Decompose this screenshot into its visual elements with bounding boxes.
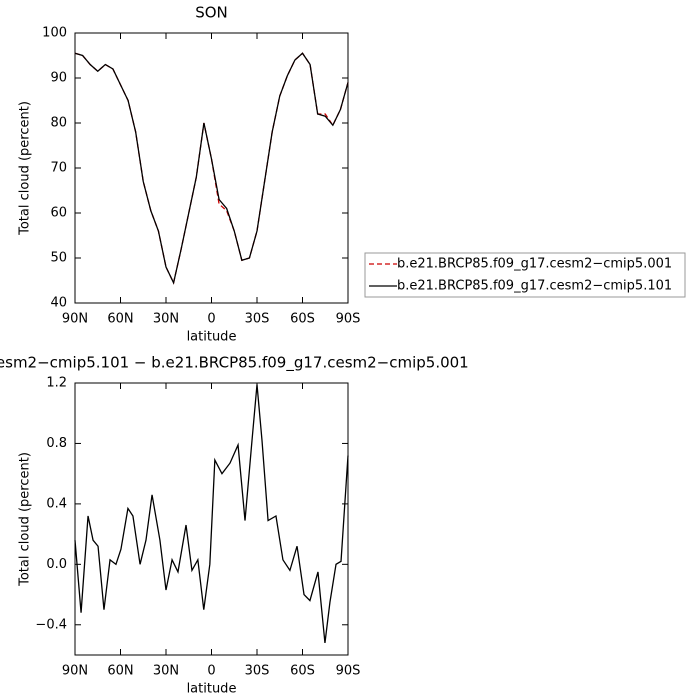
y-tick-label: 0.4 — [46, 496, 67, 511]
y-tick-label: −0.4 — [35, 617, 67, 632]
data-line — [74, 384, 349, 643]
y-tick-label: 0.0 — [46, 557, 67, 572]
y-axis-label: Total cloud (percent) — [18, 101, 33, 236]
x-tick-label: 90S — [336, 664, 361, 679]
x-tick-label: 30S — [245, 664, 270, 679]
legend-label: b.e21.BRCP85.f09_g17.cesm2−cmip5.001 — [397, 257, 672, 272]
y-tick-label: 1.2 — [46, 376, 67, 391]
y-tick-label: 80 — [50, 116, 67, 131]
data-line — [74, 52, 349, 285]
x-tick-label: 60S — [290, 312, 315, 327]
x-tick-label: 90N — [62, 312, 88, 327]
y-tick-label: 90 — [50, 71, 67, 86]
y-tick-label: 70 — [50, 161, 67, 176]
x-axis-label: latitude — [187, 682, 237, 697]
x-tick-label: 30N — [153, 312, 179, 327]
x-tick-label: 60N — [107, 664, 133, 679]
x-tick-label: 0 — [207, 312, 215, 327]
y-axis-label: Total cloud (percent) — [18, 452, 33, 587]
x-axis-label: latitude — [187, 330, 237, 345]
legend-label: b.e21.BRCP85.f09_g17.cesm2−cmip5.101 — [397, 279, 672, 294]
chart-title: g17.cesm2−cmip5.101 − b.e21.BRCP85.f09_g… — [0, 354, 469, 373]
y-tick-label: 100 — [42, 26, 67, 41]
x-tick-label: 30N — [153, 664, 179, 679]
x-tick-label: 90N — [62, 664, 88, 679]
legend-box — [364, 252, 686, 298]
x-tick-label: 0 — [207, 664, 215, 679]
chart-title: SON — [195, 4, 228, 22]
x-tick-label: 30S — [245, 312, 270, 327]
data-line — [74, 52, 349, 285]
y-tick-label: 0.8 — [46, 436, 67, 451]
x-tick-label: 90S — [336, 312, 361, 327]
x-tick-label: 60N — [107, 312, 133, 327]
y-tick-label: 40 — [50, 296, 67, 311]
plot-frame — [74, 32, 349, 304]
x-tick-label: 60S — [290, 664, 315, 679]
y-tick-label: 60 — [50, 206, 67, 221]
y-tick-label: 50 — [50, 251, 67, 266]
